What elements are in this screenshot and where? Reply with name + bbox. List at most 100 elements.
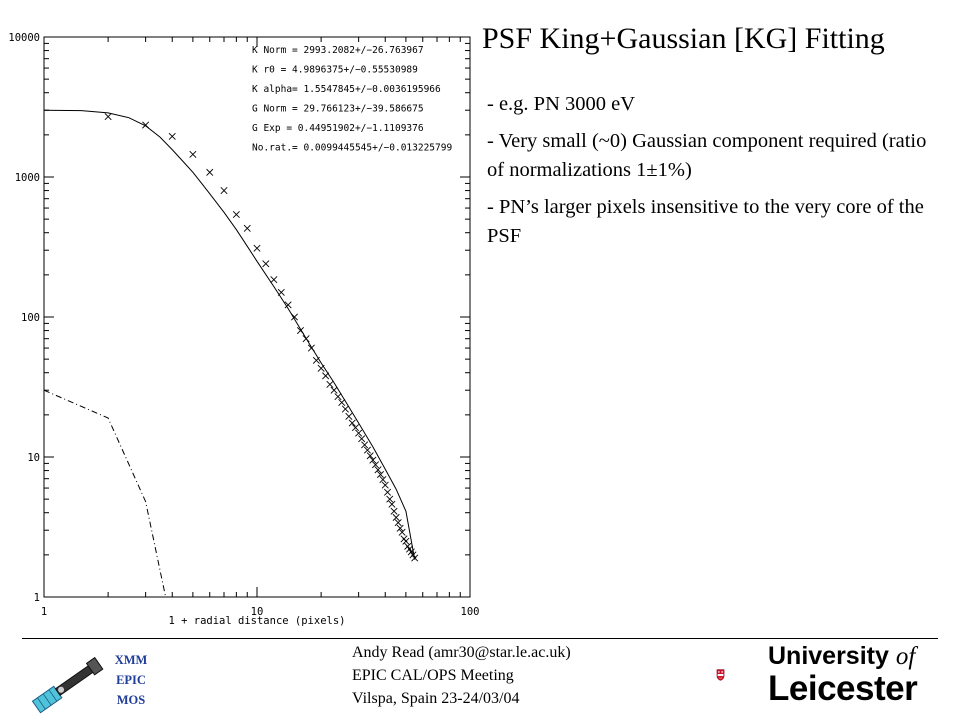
marker-stroke [402,537,410,545]
gaussian-component-line [44,389,167,597]
marker-stroke [317,364,325,372]
data-point-marker [322,372,330,380]
data-point-marker [345,412,353,420]
x-axis-label: 1 + radial distance (pixels) [168,615,345,627]
marker-stroke [384,488,392,496]
data-point-marker [355,429,363,437]
data-point-marker [307,344,315,352]
marker-stroke [243,224,251,232]
bullet-list: - e.g. PN 3000 eV - Very small (~0) Gaus… [487,90,927,259]
fit-parameter-label: G Norm = 29.766123+/−39.586675 [252,104,424,115]
y-tick-label: 100 [21,312,40,324]
y-tick-label: 10000 [8,32,40,44]
data-point-marker [142,121,150,129]
fit-parameter-label: K alpha= 1.5547845+/−0.0036195966 [252,84,441,95]
data-point-marker [402,537,410,545]
marker-stroke [220,187,228,195]
marker-stroke [363,446,371,454]
marker-stroke [302,335,310,343]
marker-stroke [270,276,278,284]
axis-tick-labels: 1 10 100 1 10 100 1000 10000 [8,32,479,618]
data-point-marker [341,405,349,413]
of-word: of [895,643,916,670]
marker-stroke [361,441,369,449]
fit-parameter-label: K Norm = 2993.2082+/−26.763967 [252,45,424,56]
data-point-marker [386,495,394,503]
data-point-marker [381,481,389,489]
marker-stroke [338,398,346,407]
psf-chart: 1 10 100 1 10 100 1000 10000 K Norm = 2993.2082… [8,32,479,627]
mos-label: MOS [116,693,146,707]
marker-stroke [355,429,363,437]
footer-meeting: EPIC CAL/OPS Meeting [352,667,514,684]
xmm-epic-mos-label: XMM EPIC MOS [108,650,154,710]
marker-stroke [104,113,112,121]
marker-stroke [371,461,380,469]
marker-stroke [296,327,304,335]
y-tick-label: 1000 [15,172,40,184]
x-tick-label: 100 [461,606,480,618]
satellite-icon [31,656,104,714]
data-point-marker [330,386,338,394]
data-point-marker [326,380,334,388]
data-point-marker [312,356,320,364]
x-tick-label: 10 [251,606,264,618]
marker-stroke [290,313,299,321]
axis-ticks [43,37,470,598]
marker-stroke [358,435,366,443]
data-point-marker [270,276,278,284]
data-point-marker [396,524,404,532]
marker-stroke [376,470,385,479]
data-point-marker [398,528,406,536]
data-point-marker [302,335,310,343]
marker-stroke [381,481,389,489]
king-gaussian-fit-line [44,109,416,560]
marker-stroke [307,344,315,352]
marker-stroke [189,150,197,158]
data-point-marker [361,441,369,449]
marker-stroke [277,288,285,296]
fit-parameter-label: G Exp = 0.44951902+/−1.1109376 [252,123,424,134]
marker-stroke [390,507,398,515]
marker-stroke [262,260,270,268]
x-tick-label: 1 [41,606,47,618]
data-point-marker [243,224,251,232]
data-point-marker [348,419,356,427]
data-point-marker [351,424,360,432]
data-point-marker [334,393,342,401]
marker-stroke [392,513,400,521]
data-point-marker [358,435,366,443]
marker-stroke [411,554,419,562]
y-tick-label: 1 [34,592,40,604]
marker-stroke [284,301,292,309]
marker-stroke [386,495,394,503]
data-point-marker [374,466,382,474]
data-point-marker [411,554,419,562]
slide-title: PSF King+Gaussian [KG] Fitting [482,22,885,55]
epic-label: EPIC [116,673,146,687]
marker-stroke [351,424,360,432]
series-layer [44,109,419,597]
data-point-marker [189,150,197,158]
marker-stroke [206,168,214,176]
data-point-marker [317,364,325,372]
fit-parameter-label: K r0 = 4.9896375+/−0.55530989 [252,65,418,76]
data-point-marker [206,168,214,176]
fit-parameter-label: No.rat.= 0.0099445545+/−0.013225799 [252,143,452,154]
data-point-marker [338,398,346,407]
data-point-marker [168,132,176,140]
data-point-marker [104,113,112,121]
bullet-item: - PN’s larger pixels insensitive to the … [487,196,924,247]
marker-stroke [341,405,349,413]
marker-stroke [407,548,415,556]
marker-stroke [396,524,404,532]
data-point-marker [232,210,240,218]
data-point-marker [296,327,304,335]
data-point-marker [363,446,371,454]
data-point-marker [392,513,400,521]
marker-stroke [369,456,377,464]
marker-stroke [348,419,356,427]
university-crest-icon [716,669,725,681]
data-point-marker [369,456,377,464]
xmm-label: XMM [114,653,148,667]
